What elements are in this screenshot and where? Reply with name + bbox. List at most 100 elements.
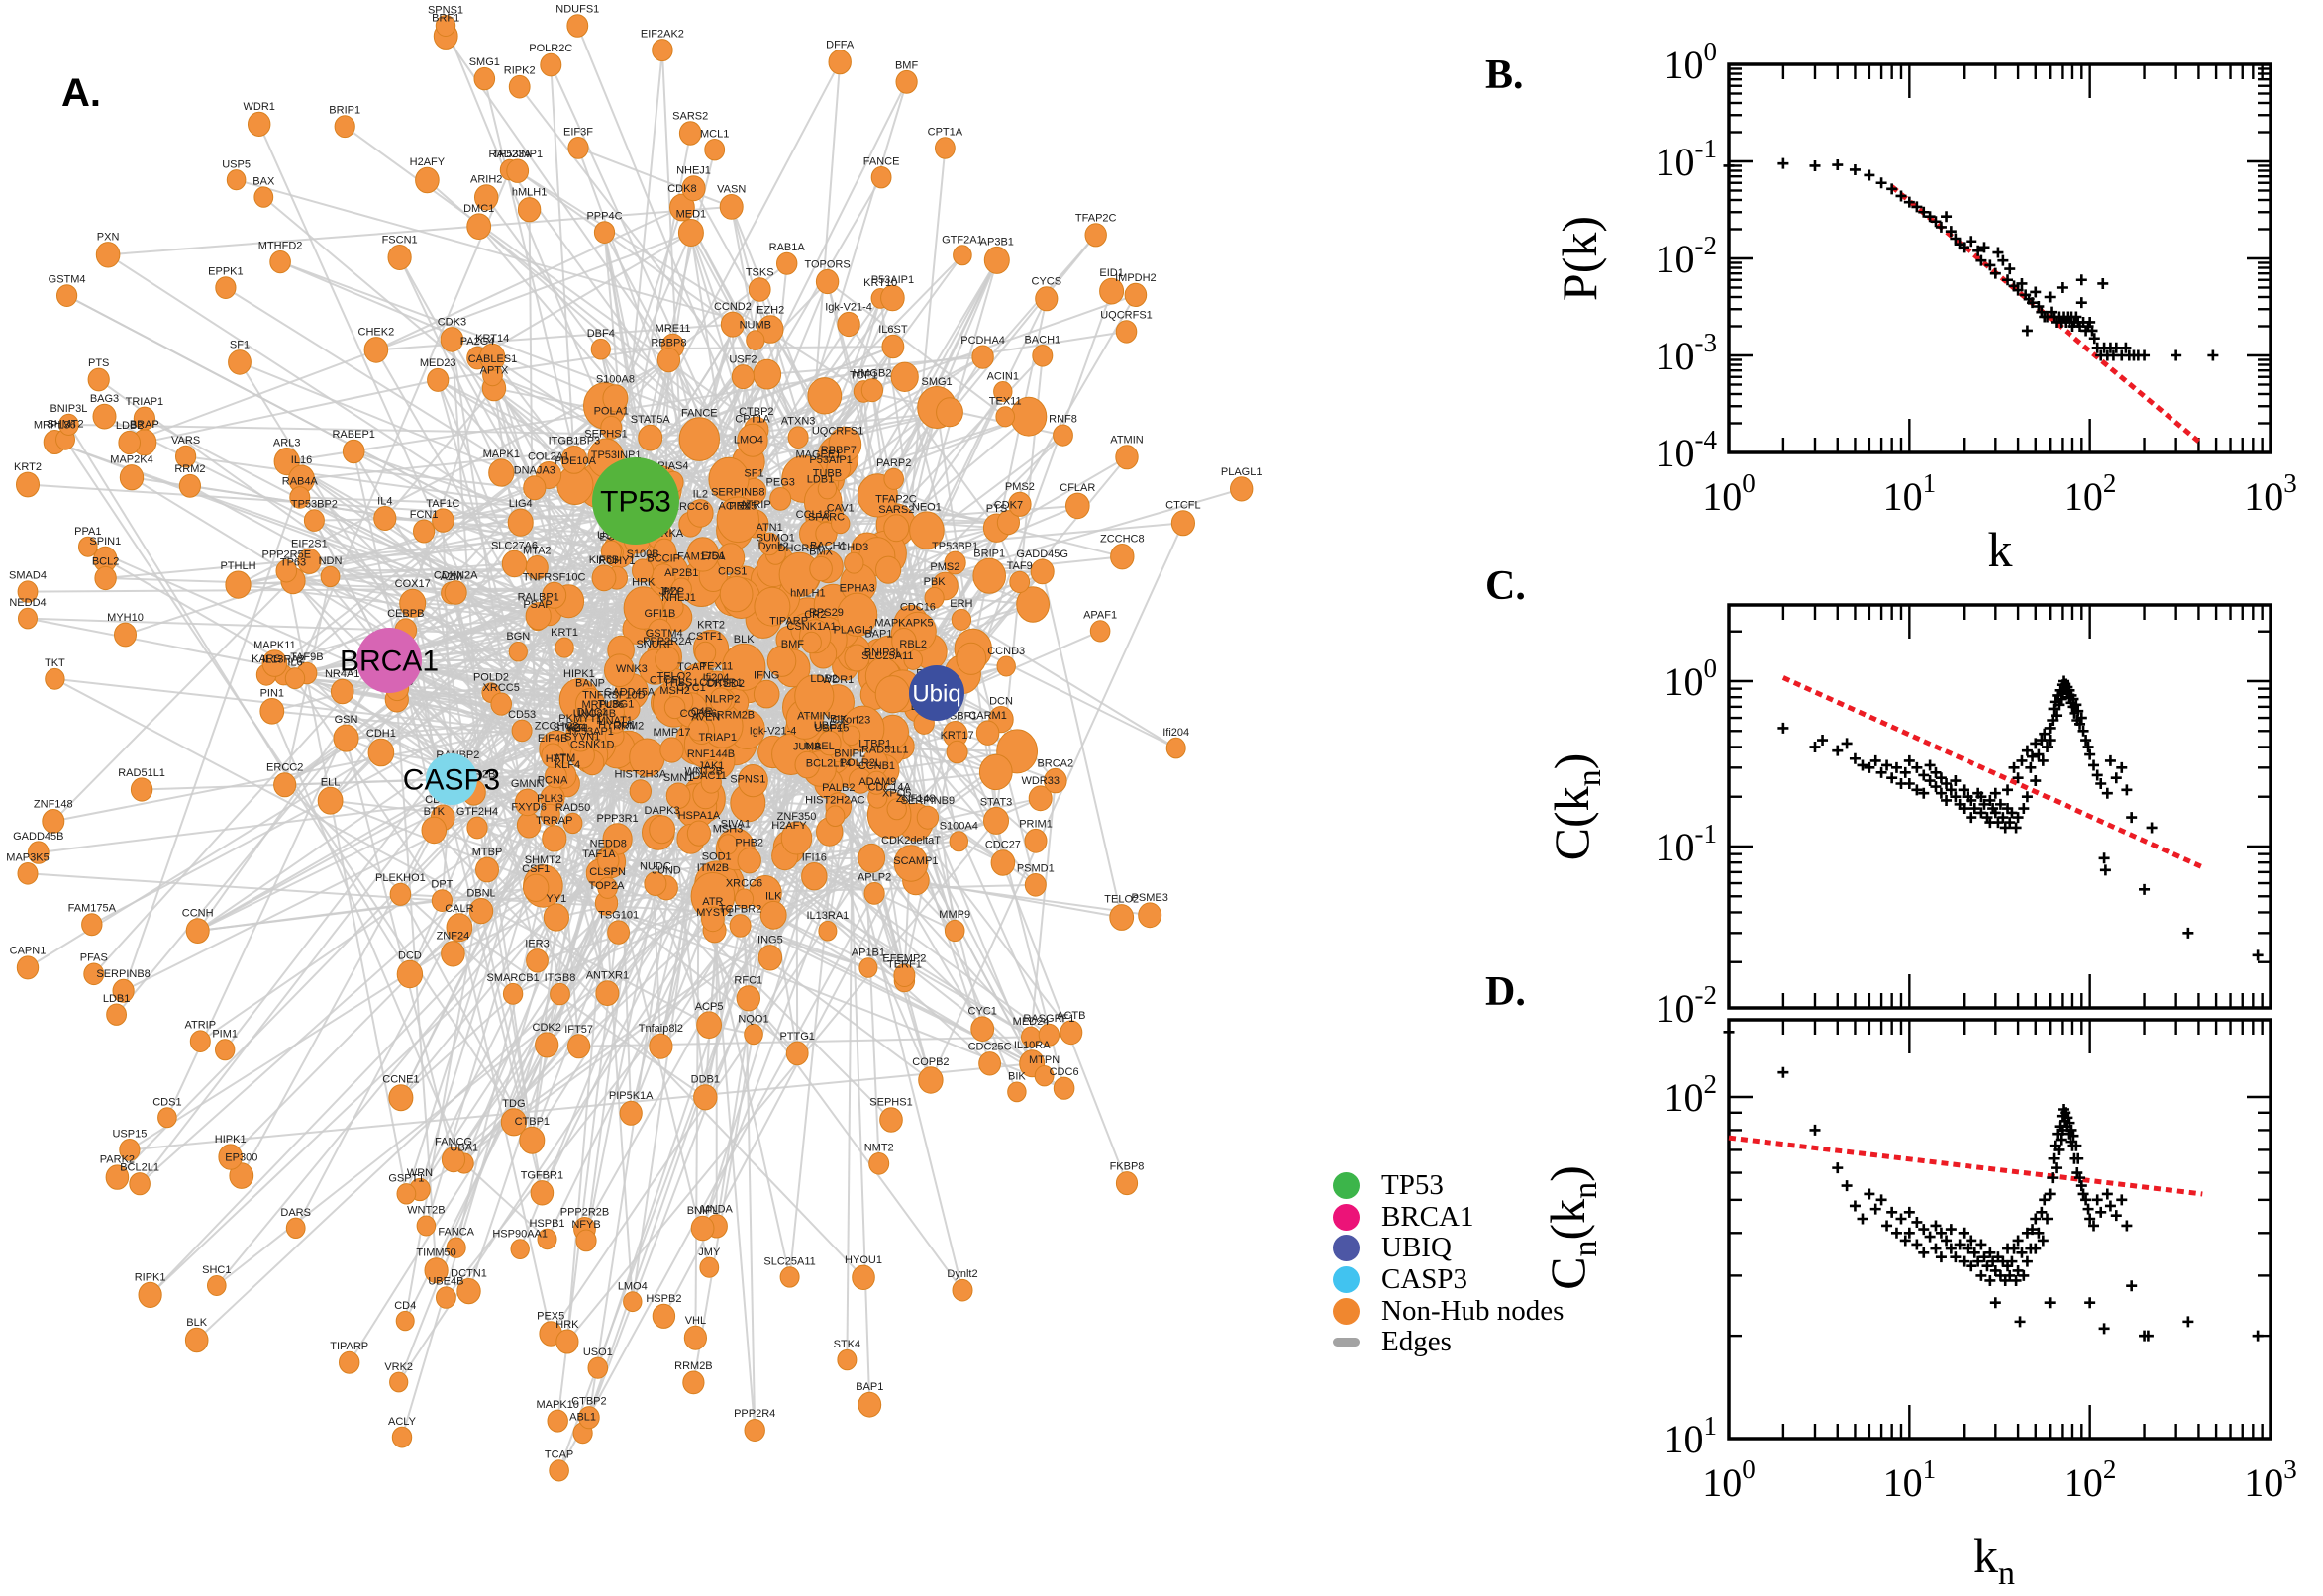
network-edge [398, 256, 503, 473]
data-point [2051, 1162, 2063, 1174]
data-point [2126, 1280, 2138, 1292]
network-graph: TCAPIfi204H2AFYZCCHC8CDS1hMLH1MRPL36BAP1… [6, 4, 1262, 1482]
data-point [1958, 1227, 1970, 1239]
data-point [1945, 1224, 1957, 1236]
data-point [2030, 286, 2042, 298]
data-point [1930, 1220, 1942, 1232]
legend-item-tp53: TP53 [1333, 1169, 1564, 1202]
data-point [2098, 852, 2110, 864]
data-point [2116, 1194, 2128, 1206]
data-point [2082, 741, 2094, 752]
data-point [2002, 274, 2014, 286]
data-point [1903, 754, 1915, 766]
x-axis-title: kn [1973, 1528, 2015, 1592]
data-point [2044, 291, 2056, 303]
data-point [1869, 1203, 1881, 1215]
brca1-legend-dot-icon [1333, 1203, 1360, 1231]
network-edge [826, 280, 1006, 418]
data-point [1881, 1220, 1893, 1232]
data-point [1930, 1243, 1942, 1254]
data-point [1777, 157, 1789, 169]
network-node [550, 982, 570, 1006]
data-point [2252, 1330, 2264, 1342]
network-edge [388, 375, 745, 661]
data-point [1875, 766, 1887, 778]
y-tick-label: 10-1 [1656, 134, 1718, 184]
network-node [972, 557, 1007, 594]
y-tick-label: 10-4 [1656, 425, 1718, 475]
data-point [2084, 1297, 2096, 1309]
data-point [1924, 1231, 1936, 1243]
data-point [1930, 781, 1942, 793]
x-tick-label: 102 [2064, 1454, 2117, 1505]
data-point [1723, 1026, 1735, 1038]
legend-item-casp3: CASP3 [1333, 1263, 1564, 1296]
scatter-points [1723, 1026, 2264, 1342]
network-edge [53, 677, 710, 1027]
network-node [719, 194, 744, 220]
network-edge [54, 677, 523, 732]
network-node [716, 496, 759, 544]
data-point [2099, 864, 2111, 876]
tp53-legend-dot-icon [1333, 1172, 1360, 1200]
plot-frame [1727, 62, 2272, 454]
network-edge [64, 439, 534, 1142]
data-point [2042, 1213, 2054, 1225]
network-node [842, 725, 861, 747]
network-node [754, 586, 791, 627]
nonhub-legend-dot-icon [1333, 1297, 1360, 1325]
network-edge [270, 710, 465, 1164]
x-tick-label: 103 [2244, 468, 2297, 519]
x-tick-label: 103 [2244, 1454, 2297, 1505]
data-point [2008, 761, 2020, 773]
data-point [1886, 772, 1898, 784]
data-point [2080, 735, 2092, 747]
data-point [1935, 1251, 1947, 1263]
network-node [893, 845, 929, 882]
network-edge [189, 484, 591, 706]
edge-legend-dash-icon [1333, 1338, 1360, 1347]
y-axis-title: P(k) [1552, 216, 1607, 301]
data-point [2101, 787, 2113, 799]
axis-ticks [1729, 64, 2271, 452]
data-point [1966, 236, 1977, 248]
data-point [2004, 263, 2016, 275]
data-point [1832, 1162, 1844, 1174]
data-point [2126, 812, 2138, 824]
network-node [978, 753, 1013, 791]
data-point [2084, 748, 2096, 760]
network-edge [701, 553, 984, 1030]
network-edge [659, 833, 700, 1047]
network-node [432, 508, 454, 533]
data-point [2146, 822, 2158, 834]
legend-item-label: Non-Hub nodes [1381, 1294, 1565, 1327]
legend-item-brca1: BRCA1 [1333, 1200, 1564, 1234]
data-point [1989, 787, 2001, 799]
data-point [2104, 754, 2116, 766]
data-point [2021, 1255, 2033, 1267]
data-point [1809, 159, 1821, 171]
data-point [1864, 761, 1875, 773]
network-edge [681, 207, 938, 694]
data-point [2018, 803, 2030, 815]
y-tick-label: 102 [1665, 1069, 1718, 1120]
legend-item-label: BRCA1 [1381, 1200, 1474, 1233]
network-node [590, 338, 611, 360]
network-edge [824, 254, 963, 397]
network-node [785, 1041, 809, 1066]
data-point [1881, 759, 1893, 771]
data-point [1918, 1247, 1930, 1258]
x-tick-label: 101 [1883, 468, 1937, 519]
data-point [1911, 1239, 1923, 1250]
data-point [1989, 1297, 2001, 1309]
network-edge [66, 294, 679, 619]
data-point [2104, 1200, 2116, 1212]
y-tick-label: 10-2 [1656, 231, 1718, 281]
network-edge [68, 423, 799, 439]
network-node [722, 643, 766, 691]
network-edge [345, 738, 454, 1160]
data-point [2088, 333, 2100, 345]
data-point [1895, 1213, 1907, 1225]
network-node [883, 514, 910, 543]
